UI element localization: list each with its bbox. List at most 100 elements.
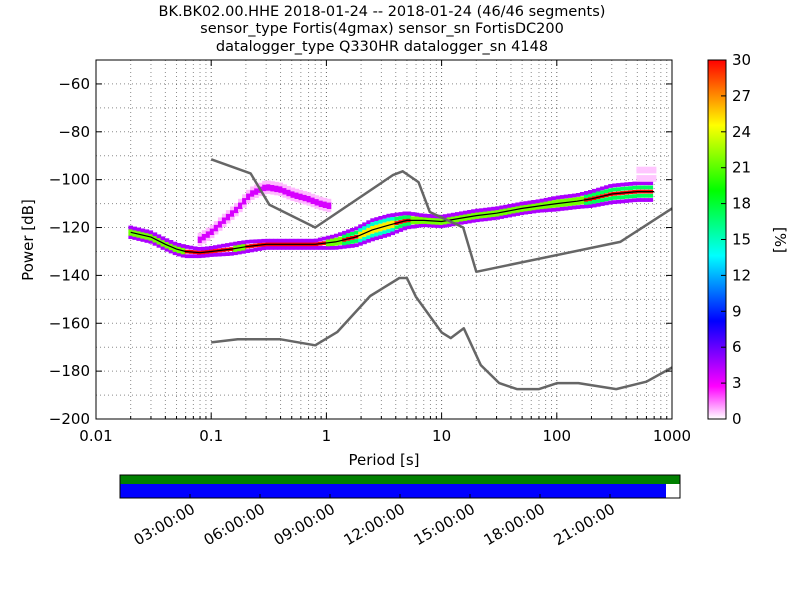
- psd-cell: [600, 198, 605, 202]
- psd-cell: [282, 187, 287, 192]
- psd-cell: [584, 204, 589, 209]
- psd-cell: [290, 187, 296, 192]
- psd-cell: [398, 212, 404, 216]
- psd-cell: [438, 221, 444, 225]
- psd-cell: [213, 227, 219, 232]
- colorbar-label: [%]: [771, 227, 789, 253]
- psd-cell: [358, 238, 363, 243]
- psd-cell: [262, 180, 267, 185]
- psd-cell: [209, 231, 215, 235]
- x-tick-label: 0.1: [199, 427, 223, 445]
- psd-cell: [246, 196, 251, 200]
- psd-cell: [366, 238, 371, 243]
- psd-cell: [313, 238, 319, 243]
- psd-mode-line: [130, 191, 655, 254]
- psd-cell: [366, 231, 371, 236]
- psd-cell: [579, 196, 585, 201]
- psd-cell: [305, 238, 311, 243]
- psd-cell: [188, 245, 194, 250]
- psd-cell: [382, 214, 387, 219]
- psd-cell: [366, 220, 371, 225]
- psd-cell: [555, 199, 561, 204]
- psd-cell: [205, 253, 210, 258]
- psd-cell: [205, 227, 211, 232]
- psd-cell: [604, 197, 609, 202]
- psd-cell: [567, 202, 573, 206]
- psd-cell: [317, 246, 323, 250]
- psd-cell: [608, 184, 613, 188]
- chart-title: BK.BK02.00.HHE 2018-01-24 -- 2018-01-24 …: [159, 4, 606, 55]
- psd-cell: [446, 216, 452, 221]
- psd-cell: [269, 238, 275, 243]
- psd-cell: [636, 178, 657, 182]
- psd-cell: [378, 216, 383, 220]
- psd-cell: [575, 201, 581, 205]
- psd-cell: [242, 194, 247, 199]
- psd-cell: [144, 235, 150, 240]
- psd-cell: [511, 212, 516, 217]
- coverage-tick-label: 15:00:00: [411, 500, 478, 549]
- psd-cell: [326, 205, 332, 209]
- psd-cell: [535, 209, 541, 213]
- psd-cell: [305, 246, 311, 250]
- psd-cell: [234, 206, 239, 210]
- psd-cell: [471, 215, 476, 220]
- psd-cell: [414, 224, 420, 228]
- psd-cell: [217, 252, 222, 257]
- psd-cell: [294, 188, 300, 193]
- psd-cell: [491, 210, 496, 214]
- psd-cell: [366, 224, 371, 228]
- psd-cell: [362, 236, 367, 241]
- title-line-2: sensor_type Fortis(4gmax) sensor_sn Fort…: [200, 21, 564, 37]
- psd-cell: [262, 190, 267, 195]
- psd-cell: [547, 197, 553, 201]
- psd-cell: [213, 221, 219, 225]
- psd-cell: [350, 240, 355, 244]
- psd-cell: [527, 200, 533, 205]
- psd-cell: [233, 251, 238, 256]
- psd-cell: [378, 227, 383, 232]
- psd-cell: [318, 196, 324, 201]
- psd-cell: [394, 216, 400, 221]
- psd-cell: [152, 232, 158, 237]
- psd-cell: [559, 203, 565, 207]
- psd-cell: [567, 206, 573, 210]
- psd-cell: [326, 208, 332, 213]
- psd-cell: [382, 234, 387, 238]
- psd-cell: [201, 239, 207, 244]
- psd-cell: [334, 245, 339, 250]
- psd-cell: [386, 225, 391, 229]
- psd-cell: [495, 215, 500, 220]
- psd-cell: [398, 224, 404, 228]
- psd-cell: [128, 235, 133, 239]
- psd-cell: [467, 219, 472, 224]
- psd-cell: [242, 200, 247, 205]
- psd-cell: [201, 236, 207, 241]
- psd-cell: [374, 228, 379, 233]
- psd-cell: [459, 220, 464, 225]
- psd-cell: [495, 206, 500, 211]
- psd-cell: [285, 246, 291, 250]
- psd-cell: [205, 234, 211, 238]
- psd-cell: [563, 202, 569, 207]
- psd-cell: [306, 201, 312, 206]
- psd-cell: [450, 216, 456, 220]
- psd-cell: [334, 233, 339, 238]
- psd-cell: [253, 247, 258, 252]
- psd-cell: [539, 198, 545, 203]
- psd-cell: [567, 194, 573, 198]
- psd-cell: [350, 232, 355, 236]
- title-line-3: datalogger_type Q330HR datalogger_sn 414…: [216, 39, 548, 55]
- psd-cell: [325, 246, 331, 250]
- psd-cell: [310, 200, 316, 204]
- psd-cell: [374, 236, 379, 241]
- psd-cell: [450, 222, 456, 227]
- psd-cell: [342, 230, 347, 235]
- psd-cell: [213, 224, 219, 229]
- psd-cell: [229, 251, 234, 256]
- psd-cell: [325, 239, 331, 243]
- psd-cell: [136, 230, 141, 235]
- psd-cell: [374, 221, 379, 225]
- psd-cell: [148, 239, 154, 244]
